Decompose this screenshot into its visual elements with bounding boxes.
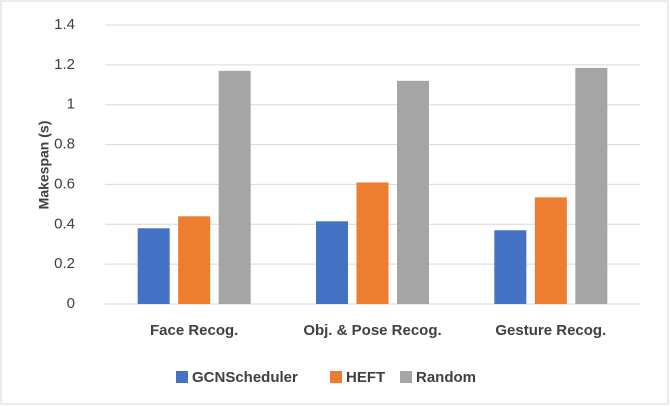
x-tick-label: Face Recog. [150, 322, 238, 339]
legend-swatch [176, 371, 188, 383]
legend-label: HEFT [346, 369, 385, 386]
bar [575, 67, 608, 304]
y-tick-label: 0.8 [54, 136, 75, 153]
y-tick-label: 0.6 [54, 175, 75, 192]
legend-swatch [400, 371, 412, 383]
y-tick-label: 1 [67, 96, 75, 113]
x-tick-label: Obj. & Pose Recog. [303, 322, 441, 339]
bar [494, 230, 527, 304]
bar [137, 228, 170, 304]
bar [534, 197, 567, 304]
bar [397, 80, 429, 304]
bar [356, 182, 389, 304]
legend-swatch [330, 371, 342, 383]
y-tick-label: 1.2 [54, 56, 75, 73]
y-tick-label: 0 [67, 295, 75, 312]
bar [218, 70, 251, 304]
legend-label: Random [416, 369, 476, 386]
bar [316, 221, 348, 304]
legend-label: GCNScheduler [192, 369, 298, 386]
x-tick-label: Gesture Recog. [495, 322, 606, 339]
y-tick-label: 1.4 [54, 16, 75, 33]
bar [178, 216, 211, 304]
y-axis-title: Makespan (s) [36, 121, 52, 210]
y-tick-label: 0.2 [54, 255, 75, 272]
y-tick-label: 0.4 [54, 215, 75, 232]
